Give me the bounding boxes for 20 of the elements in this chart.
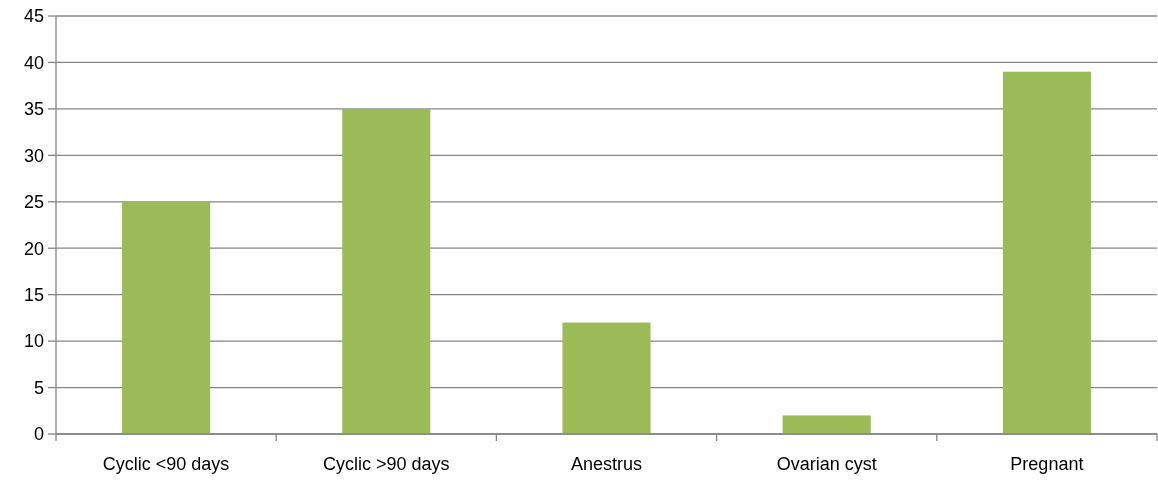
x-tick-label: Cyclic >90 days bbox=[323, 454, 450, 474]
y-tick-label: 0 bbox=[33, 424, 44, 445]
y-tick-label: 10 bbox=[23, 331, 44, 352]
bar bbox=[122, 201, 211, 434]
bar bbox=[342, 108, 431, 434]
y-tick-label: 45 bbox=[23, 6, 44, 27]
bar bbox=[782, 415, 871, 434]
y-tick-label: 20 bbox=[23, 238, 44, 259]
x-tick-label: Pregnant bbox=[1010, 454, 1084, 474]
y-tick-label: 35 bbox=[23, 99, 44, 120]
x-tick-label: Cyclic <90 days bbox=[102, 454, 230, 474]
y-tick-label: 40 bbox=[23, 52, 44, 73]
x-tick-label: Ovarian cyst bbox=[776, 454, 877, 474]
y-tick-label: 15 bbox=[23, 284, 44, 305]
bar bbox=[1002, 71, 1091, 434]
x-tick-label: Anestrus bbox=[570, 454, 643, 474]
bar bbox=[562, 322, 651, 434]
y-tick-label: 5 bbox=[33, 377, 44, 398]
y-tick-label: 30 bbox=[23, 145, 44, 166]
y-tick-label: 25 bbox=[23, 192, 44, 213]
